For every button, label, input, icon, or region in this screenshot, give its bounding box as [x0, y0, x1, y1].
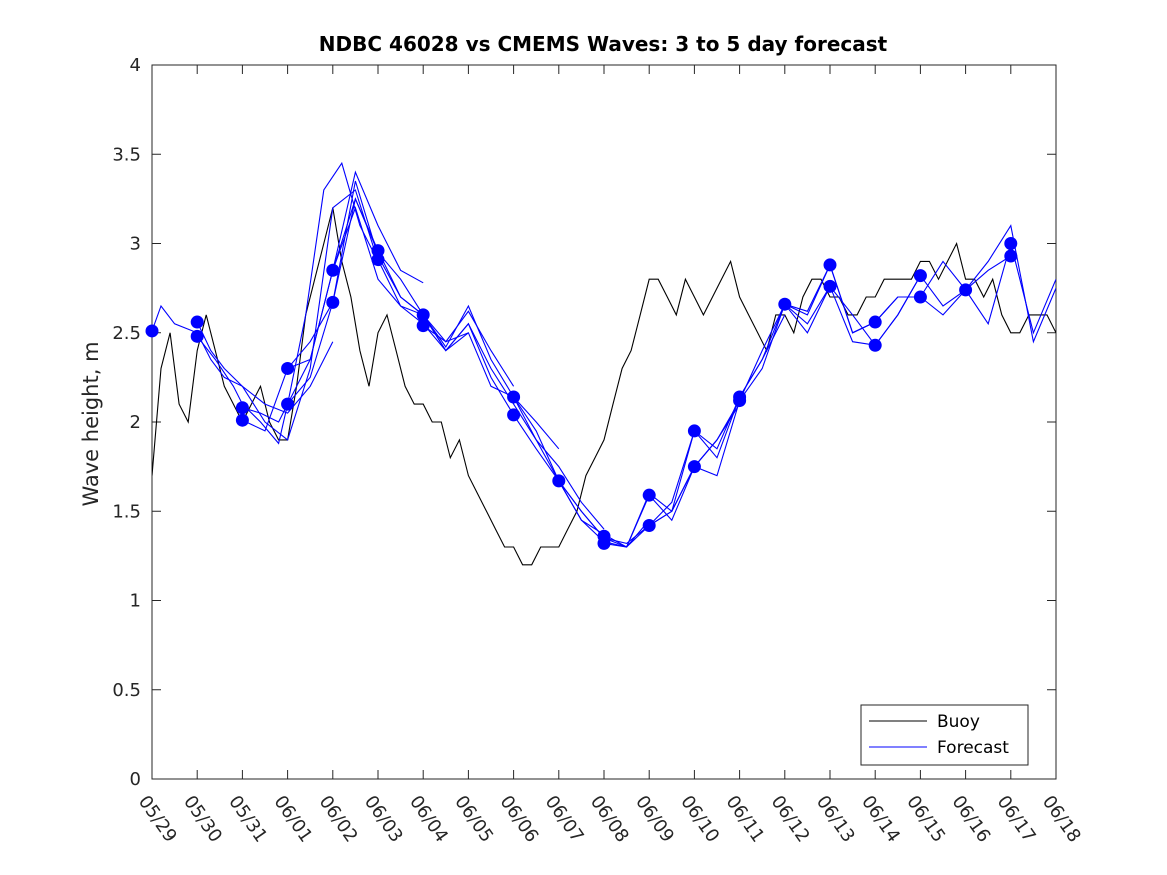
forecast-marker	[235, 401, 249, 415]
forecast-run-line	[152, 304, 334, 414]
forecast-marker	[1004, 237, 1018, 250]
x-tick-label: 05/29	[134, 792, 181, 847]
forecast-run-line	[422, 314, 650, 548]
forecast-run-line	[242, 197, 424, 432]
forecast-marker	[642, 488, 656, 502]
forecast-marker	[326, 263, 340, 277]
y-tick-label: 1	[130, 591, 141, 612]
forecast-run-line	[603, 286, 831, 548]
forecast-marker	[1004, 249, 1018, 263]
forecast-marker	[552, 474, 566, 488]
y-tick-label: 3	[130, 234, 141, 255]
forecast-run-line	[829, 241, 1056, 347]
forecast-marker	[913, 290, 927, 304]
forecast-marker	[823, 279, 837, 293]
x-tick-label: 06/16	[948, 792, 995, 847]
y-tick-label: 0	[130, 769, 141, 790]
x-tick-label: 06/04	[405, 792, 452, 847]
x-tick-label: 06/17	[993, 792, 1040, 847]
forecast-marker	[507, 408, 521, 422]
y-tick-label: 2	[130, 412, 141, 433]
forecast-marker	[868, 338, 882, 352]
x-tick-label: 06/08	[586, 792, 633, 847]
forecast-run-line	[422, 325, 695, 548]
x-tick-label: 06/07	[541, 792, 588, 847]
x-tick-label: 05/30	[179, 792, 226, 847]
forecast-marker	[733, 394, 747, 408]
forecast-marker	[823, 258, 837, 272]
forecast-marker	[778, 297, 792, 311]
legend: Buoy Forecast	[860, 704, 1029, 766]
forecast-run-line	[332, 197, 560, 450]
forecast-marker	[687, 424, 701, 438]
x-tick-label: 06/12	[767, 792, 814, 847]
forecast-marker	[416, 319, 430, 333]
forecast-marker	[190, 329, 204, 343]
forecast-marker	[190, 315, 204, 329]
buoy-series-line	[152, 207, 1056, 566]
x-tick-label: 05/31	[224, 792, 271, 847]
forecast-marker	[642, 519, 656, 533]
x-tick-label: 06/06	[496, 792, 543, 847]
chart-title: NDBC 46028 vs CMEMS Waves: 3 to 5 day fo…	[319, 32, 888, 56]
forecast-run-line	[784, 255, 1012, 334]
y-tick-label: 2.5	[112, 323, 141, 344]
forecast-marker	[507, 390, 521, 404]
forecast-run-line	[196, 161, 379, 445]
x-tick-label: 06/18	[1038, 792, 1085, 847]
forecast-run-line	[558, 314, 786, 544]
x-tick-label: 06/14	[857, 792, 904, 847]
x-tick-label: 06/02	[315, 792, 362, 847]
forecast-marker	[235, 413, 249, 427]
forecast-marker	[371, 244, 385, 258]
x-tick-label: 06/03	[360, 792, 407, 847]
forecast-run-line	[377, 259, 605, 530]
forecast-marker	[416, 308, 430, 322]
x-tick-label: 06/13	[812, 792, 859, 847]
forecast-marker	[959, 283, 973, 297]
forecast-marker	[913, 269, 927, 283]
forecast-marker	[145, 324, 159, 338]
y-tick-label: 1.5	[112, 501, 141, 522]
forecast-marker	[597, 536, 611, 550]
x-tick-label: 06/05	[450, 792, 497, 847]
x-tick-label: 06/11	[722, 792, 769, 847]
forecast-marker	[687, 460, 701, 474]
x-tick-label: 06/09	[631, 792, 678, 847]
forecast-run-line	[287, 206, 469, 370]
x-tick-label: 06/15	[902, 792, 949, 847]
forecast-marker	[281, 397, 295, 411]
legend-box	[860, 704, 1029, 766]
forecast-marker	[326, 295, 340, 309]
y-tick-label: 4	[130, 55, 141, 76]
forecast-marker	[281, 361, 295, 375]
y-tick-label: 0.5	[112, 680, 141, 701]
x-tick-label: 06/10	[676, 792, 723, 847]
x-tick-label: 06/01	[270, 792, 317, 847]
forecast-run-line	[196, 189, 379, 441]
legend-buoy-label: Buoy	[937, 712, 980, 732]
forecast-marker	[868, 315, 882, 329]
y-tick-label: 3.5	[112, 144, 141, 165]
forecast-marker	[371, 253, 385, 267]
y-axis-label: Wave height, m	[79, 341, 103, 506]
forecast-run-line	[513, 396, 741, 548]
axes-box	[151, 64, 1057, 780]
forecast-run-line	[648, 263, 876, 526]
legend-forecast-label: Forecast	[937, 738, 1009, 758]
